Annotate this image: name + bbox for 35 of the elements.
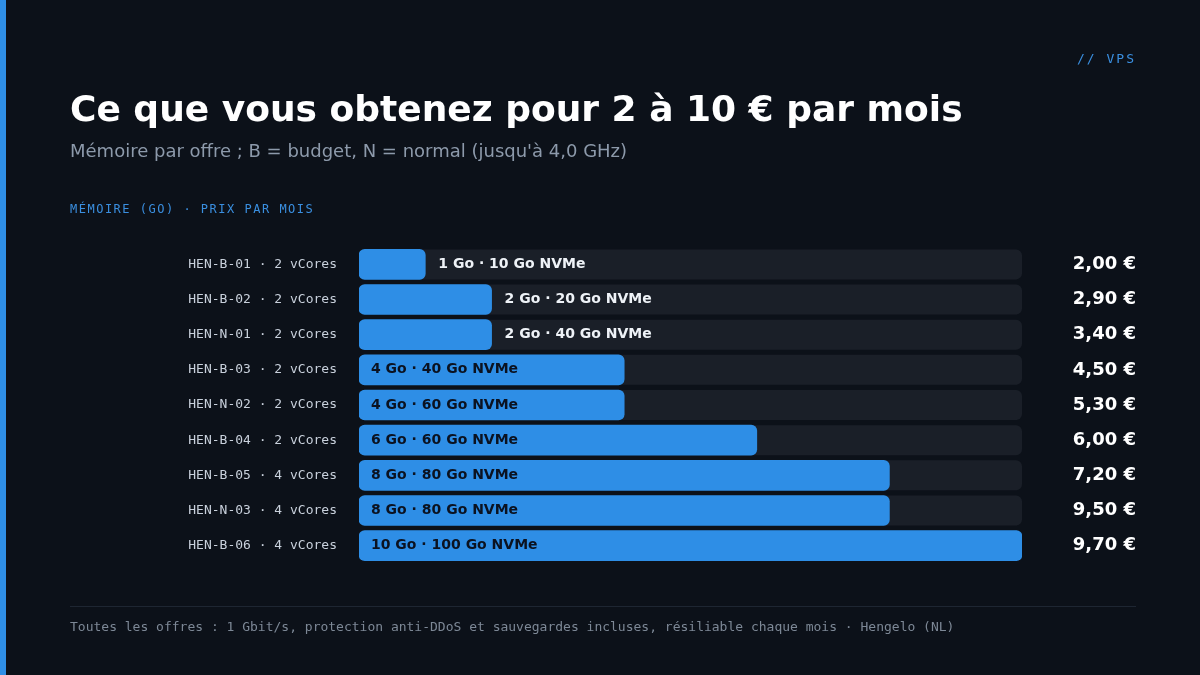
bar xyxy=(359,284,492,315)
y-tick-label: HEN-N-02 · 2 vCores xyxy=(188,396,337,412)
data-label: 2 Go · 40 Go NVMe xyxy=(504,325,652,342)
data-label: 1 Go · 10 Go NVMe xyxy=(438,255,586,272)
text: 9,70 € xyxy=(1072,533,1136,555)
y-tick-label: HEN-B-05 · 4 vCores xyxy=(188,466,337,482)
y-tick-label: HEN-B-03 · 2 vCores xyxy=(188,361,337,377)
text: 3,40 € xyxy=(1072,322,1136,344)
text: 7,20 € xyxy=(1072,462,1136,484)
text: 2,90 € xyxy=(1072,287,1136,309)
x-axis-title: MÉMOIRE (GO) · PRIX PAR MOIS xyxy=(70,202,315,216)
data-label: 8 Go · 80 Go NVMe xyxy=(371,501,519,518)
y-tick-label: HEN-B-02 · 2 vCores xyxy=(188,290,337,306)
data-label: 2 Go · 20 Go NVMe xyxy=(504,290,652,307)
data-label: 4 Go · 40 Go NVMe xyxy=(371,360,519,377)
text: 5,30 € xyxy=(1072,392,1136,414)
bar xyxy=(359,249,426,280)
text: 4,50 € xyxy=(1072,357,1136,379)
text: // VPS xyxy=(1077,51,1136,66)
data-label: 4 Go · 60 Go NVMe xyxy=(371,395,519,412)
text: 2,00 € xyxy=(1072,252,1136,274)
y-tick-label: HEN-B-04 · 2 vCores xyxy=(188,431,337,447)
text: Toutes les offres : 1 Gbit/s, protection anti-DDoS et sauvegardes incluses, résiliable chaque mois · Hengelo (NL) xyxy=(70,619,955,634)
chart-subtitle: Mémoire par offre ; B = budget, N = normal (jusqu'à 4,0 GHz) xyxy=(70,140,628,161)
text: 6,00 € xyxy=(1072,427,1136,449)
bar xyxy=(359,319,492,351)
y-tick-label: HEN-B-06 · 4 vCores xyxy=(188,537,337,552)
y-tick-label: HEN-N-03 · 4 vCores xyxy=(188,501,337,517)
y-tick-label: HEN-N-01 · 2 vCores xyxy=(188,326,337,342)
data-label: 8 Go · 80 Go NVMe xyxy=(371,465,519,482)
chart-title: Ce que vous obtenez pour 2 à 10 € par mois xyxy=(70,88,963,129)
data-label: 6 Go · 60 Go NVMe xyxy=(371,430,519,447)
y-tick-label: HEN-B-01 · 2 vCores xyxy=(188,255,337,271)
text: 9,50 € xyxy=(1072,498,1136,520)
data-label: 10 Go · 100 Go NVMe xyxy=(371,536,538,553)
